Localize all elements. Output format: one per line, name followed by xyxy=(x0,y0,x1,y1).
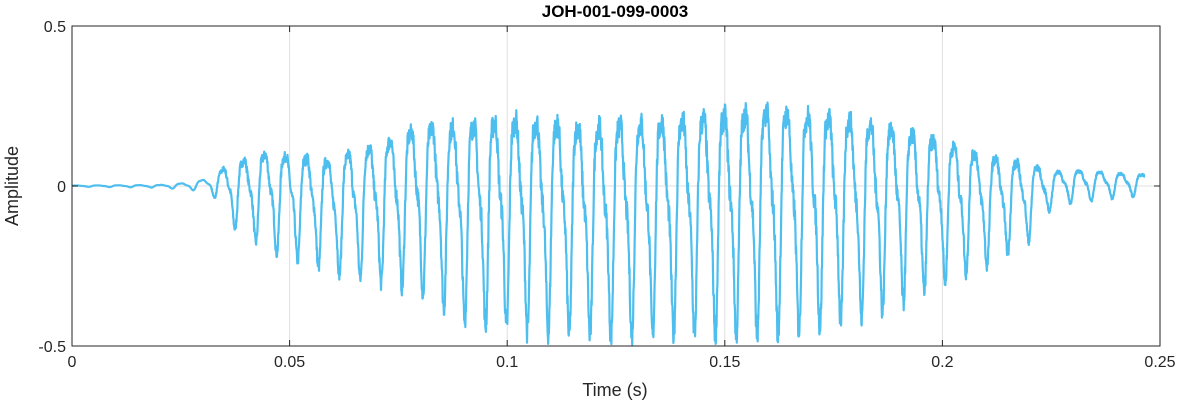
y-tick-label: -0.5 xyxy=(38,339,66,356)
y-axis-label: Amplitude xyxy=(2,146,22,226)
series-layer xyxy=(71,101,1146,346)
y-tick-label: 0 xyxy=(57,179,66,196)
x-tick-label: 0.05 xyxy=(274,354,305,371)
chart-title: JOH-001-099-0003 xyxy=(542,2,688,21)
x-axis-label: Time (s) xyxy=(582,380,647,400)
x-tick-label: 0 xyxy=(68,354,77,371)
x-tick-label: 0.2 xyxy=(931,354,953,371)
waveform-line xyxy=(71,101,1146,346)
y-axis-ticks: -0.5 0 0.5 xyxy=(38,19,1160,356)
x-tick-label: 0.25 xyxy=(1144,354,1175,371)
y-tick-label: 0.5 xyxy=(44,19,66,36)
x-tick-label: 0.15 xyxy=(709,354,740,371)
x-axis-ticks: 0 0.05 0.1 0.15 0.2 0.25 xyxy=(68,26,1176,371)
x-tick-label: 0.1 xyxy=(496,354,518,371)
